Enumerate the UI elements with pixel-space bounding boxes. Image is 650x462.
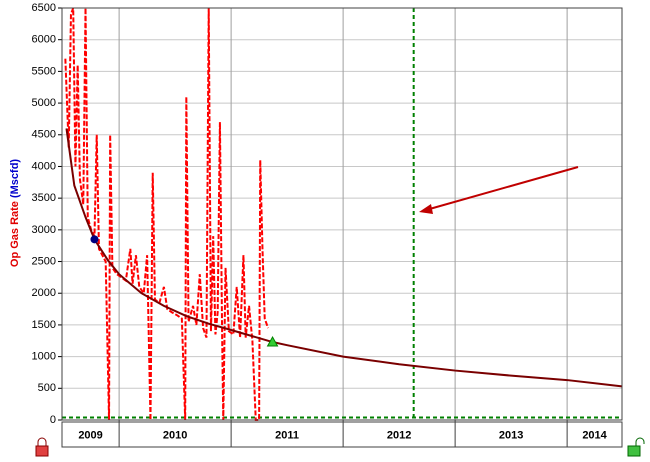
y-tick-label: 6500 [32, 2, 56, 14]
y-tick-label: 6000 [32, 34, 56, 46]
x-tick-label: 2012 [387, 429, 411, 441]
x-tick-label: 2011 [275, 429, 299, 441]
plot-frame [61, 7, 623, 421]
y-tick-label: 1500 [32, 319, 56, 331]
series-line [64, 7, 270, 421]
y-tick-label: 1000 [32, 351, 56, 363]
y-tick-label: 5000 [32, 97, 56, 109]
lock-icon[interactable] [35, 437, 49, 457]
y-tick-label: 4500 [32, 129, 56, 141]
end-point [266, 336, 279, 347]
annotation-arrow [425, 166, 579, 211]
lock-shackle [37, 437, 47, 446]
x-tick-label: 2014 [582, 429, 607, 441]
x-tick-label: 2013 [499, 429, 523, 441]
y-tick-label: 4000 [32, 160, 56, 172]
y-tick-label: 5500 [32, 65, 56, 77]
lock-body [35, 445, 49, 457]
y-tick-label: 3500 [32, 192, 56, 204]
y-label-unit: (Mscfd) [9, 159, 21, 198]
start-point [90, 235, 99, 244]
y-axis-label: Op Gas Rate (Mscfd) [9, 159, 21, 268]
y-label-text: Op Gas Rate [9, 201, 21, 267]
y-tick-label: 3000 [32, 224, 56, 236]
lock-body [627, 445, 641, 457]
lock-shackle [635, 437, 645, 446]
y-tick-label: 2500 [32, 255, 56, 267]
x-tick-label: 2009 [78, 429, 102, 441]
arrow-head [419, 204, 433, 214]
y-tick-label: 0 [50, 414, 56, 426]
unlock-icon[interactable] [627, 437, 645, 457]
y-tick-label: 500 [38, 382, 56, 394]
x-axis-band [61, 421, 623, 448]
plot-area: 0 500 1000 1500 2000 2500 3000 3500 4000 4500 5000… [32, 2, 623, 448]
x-tick-label: 2010 [163, 429, 187, 441]
y-tick-label: 2000 [32, 287, 56, 299]
plot-background [62, 8, 622, 420]
